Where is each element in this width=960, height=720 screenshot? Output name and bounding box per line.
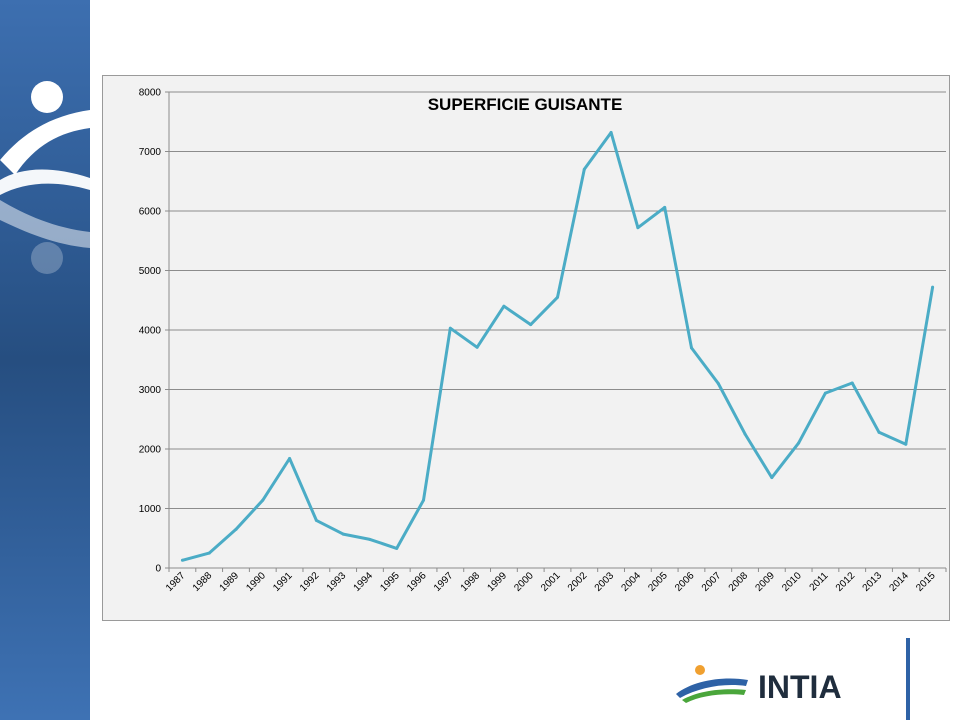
data-point bbox=[636, 226, 640, 230]
data-point bbox=[475, 345, 479, 349]
data-point bbox=[609, 130, 613, 134]
x-tick-label: 1991 bbox=[271, 570, 295, 594]
intia-logo-mark-icon: INTIA bbox=[676, 665, 842, 705]
data-point bbox=[823, 391, 827, 395]
x-tick-label: 2008 bbox=[727, 570, 751, 594]
x-tick-label: 1997 bbox=[432, 570, 456, 594]
data-point bbox=[341, 532, 345, 536]
x-tick-label: 1995 bbox=[378, 570, 402, 594]
data-point bbox=[288, 457, 292, 461]
x-tick-label: 2005 bbox=[646, 570, 670, 594]
x-tick-label: 2012 bbox=[834, 570, 858, 594]
data-point bbox=[207, 551, 211, 555]
series-layer bbox=[180, 130, 935, 562]
x-tick-label: 1989 bbox=[218, 570, 242, 594]
x-tick-label: 2011 bbox=[808, 570, 831, 593]
x-tick-label: 2003 bbox=[593, 570, 617, 594]
x-tick-label: 2010 bbox=[780, 570, 804, 594]
data-point bbox=[422, 498, 426, 502]
decorative-swoosh-icon bbox=[0, 81, 90, 274]
data-point bbox=[395, 546, 399, 550]
data-point bbox=[931, 285, 935, 289]
data-point bbox=[743, 432, 747, 436]
y-tick-label: 5000 bbox=[139, 266, 162, 277]
data-point bbox=[261, 498, 265, 502]
y-tick-label: 8000 bbox=[139, 88, 162, 99]
y-tick-label: 0 bbox=[155, 564, 161, 575]
intia-logo: INTIA bbox=[672, 660, 892, 710]
data-point bbox=[877, 430, 881, 434]
x-tick-label: 1998 bbox=[459, 570, 483, 594]
data-point bbox=[716, 382, 720, 386]
y-tick-label: 7000 bbox=[139, 147, 162, 158]
data-point bbox=[314, 518, 318, 522]
logo-text: INTIA bbox=[758, 669, 842, 705]
data-point bbox=[529, 323, 533, 327]
data-point bbox=[850, 381, 854, 385]
x-tick-label: 1993 bbox=[325, 570, 349, 594]
data-point bbox=[770, 476, 774, 480]
x-tick-label: 1988 bbox=[191, 570, 215, 594]
data-point bbox=[582, 167, 586, 171]
data-point bbox=[663, 205, 667, 209]
chart-area: 0 1000 2000 3000 4000 5000 6000 7000 8000 1987 19… bbox=[102, 75, 950, 621]
x-tick-label: 2002 bbox=[566, 570, 590, 594]
data-point bbox=[368, 537, 372, 541]
x-tick-label: 1992 bbox=[298, 570, 322, 594]
data-point bbox=[904, 442, 908, 446]
data-point bbox=[797, 441, 801, 445]
x-tick-label: 1987 bbox=[164, 570, 188, 594]
x-tick-label: 2007 bbox=[700, 570, 724, 594]
x-tick-label: 1996 bbox=[405, 570, 429, 594]
right-accent-line bbox=[906, 638, 910, 720]
x-tick-label: 2014 bbox=[887, 570, 911, 594]
data-point bbox=[689, 346, 693, 350]
y-tick-label: 1000 bbox=[139, 504, 162, 515]
x-tick-label: 2015 bbox=[914, 570, 938, 594]
x-axis-ticks: 1987 1988 1989 1990 1991 1992 1993 1994 1995 1996… bbox=[164, 570, 938, 594]
data-point bbox=[556, 295, 559, 299]
y-axis-ticks: 0 1000 2000 3000 4000 5000 6000 7000 8000 bbox=[139, 88, 162, 575]
data-point bbox=[234, 527, 238, 531]
x-tick-label: 2001 bbox=[539, 570, 563, 594]
x-tick-label: 1999 bbox=[486, 570, 510, 594]
data-point bbox=[502, 304, 506, 308]
y-tick-label: 4000 bbox=[139, 326, 162, 337]
y-tick-label: 3000 bbox=[139, 385, 162, 396]
x-tick-label: 2004 bbox=[619, 570, 643, 594]
data-point bbox=[448, 326, 452, 330]
y-tick-label: 2000 bbox=[139, 445, 162, 456]
x-tick-label: 2006 bbox=[673, 570, 697, 594]
x-tick-label: 2009 bbox=[753, 570, 777, 594]
series-line bbox=[182, 131, 935, 562]
chart-title: SUPERFICIE GUISANTE bbox=[428, 95, 623, 114]
gridlines bbox=[165, 91, 947, 572]
x-tick-label: 2000 bbox=[512, 570, 536, 594]
x-tick-label: 1990 bbox=[244, 570, 268, 594]
left-decorative-band bbox=[0, 0, 90, 720]
y-tick-label: 6000 bbox=[139, 207, 162, 218]
x-tick-label: 2013 bbox=[861, 570, 885, 594]
data-point bbox=[180, 558, 184, 562]
x-tick-label: 1994 bbox=[352, 570, 376, 594]
